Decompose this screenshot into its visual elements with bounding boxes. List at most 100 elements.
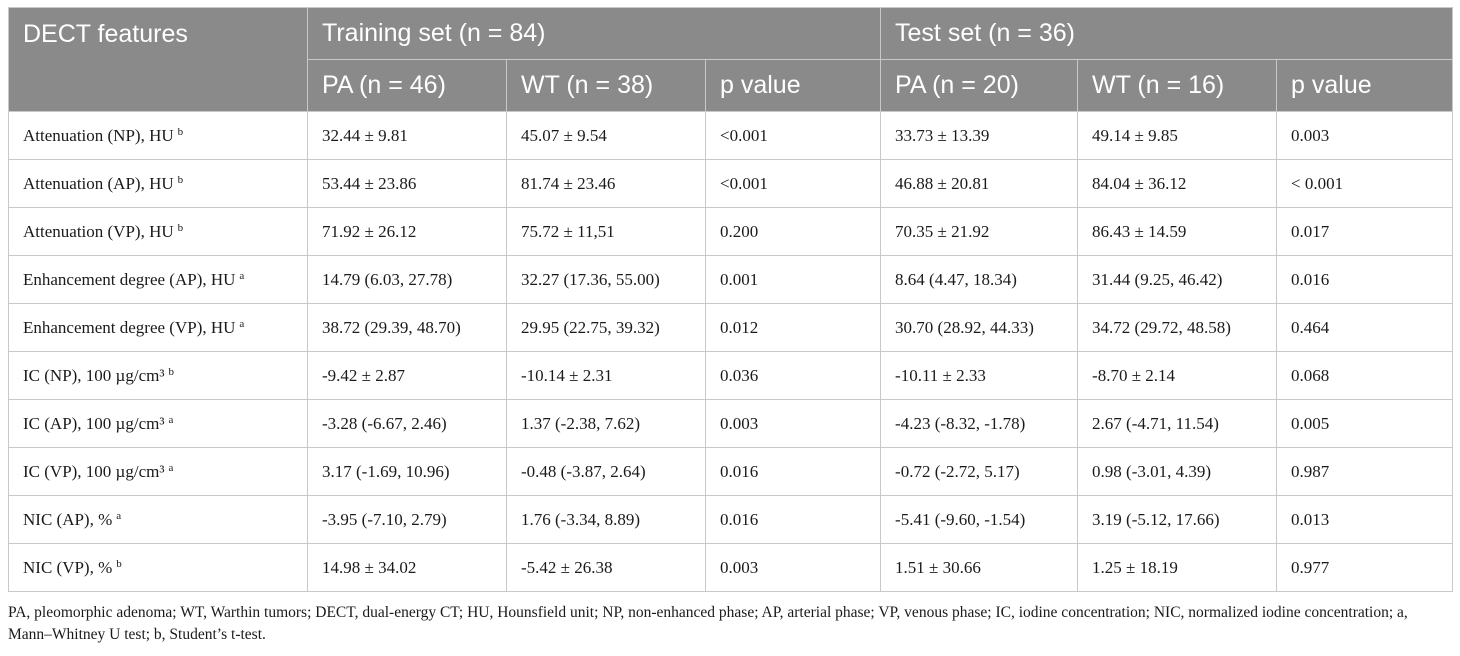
- feature-label: IC (AP), 100 µg/cm³: [23, 413, 165, 433]
- test-type-superscript: b: [177, 173, 184, 186]
- feature-cell: IC (NP), 100 µg/cm³ b: [8, 351, 308, 400]
- value-cell: 86.43 ± 14.59: [1077, 207, 1278, 256]
- test-type-superscript: a: [168, 461, 174, 474]
- value-cell: 0.464: [1276, 303, 1454, 352]
- table-row: Enhancement degree (AP), HU a 14.79 (6.03,…: [8, 255, 1454, 304]
- test-type-superscript: b: [116, 557, 122, 570]
- test-type-superscript: a: [239, 269, 245, 282]
- value-cell: <0.001: [704, 159, 882, 208]
- header-row-groups: DECT features Training set (n = 84) Test…: [8, 7, 1454, 112]
- feature-cell: NIC (AP), % a: [8, 495, 308, 544]
- value-cell: -5.42 ± 26.38: [506, 543, 706, 592]
- value-cell: 75.72 ± 11,51: [506, 207, 706, 256]
- value-cell: 0.200: [704, 207, 882, 256]
- value-cell: 32.27 (17.36, 55.00): [506, 255, 706, 304]
- value-cell: -5.41 (-9.60, -1.54): [880, 495, 1079, 544]
- value-cell: 8.64 (4.47, 18.34): [880, 255, 1079, 304]
- header-test-set: Test set (n = 36): [880, 7, 1454, 60]
- feature-cell: Enhancement degree (VP), HU a: [8, 303, 308, 352]
- value-cell: 0.016: [1276, 255, 1454, 304]
- value-cell: 1.25 ± 18.19: [1077, 543, 1278, 592]
- value-cell: 3.17 (-1.69, 10.96): [307, 447, 507, 496]
- feature-label: NIC (VP), %: [23, 557, 113, 577]
- value-cell: 0.013: [1276, 495, 1454, 544]
- value-cell: 49.14 ± 9.85: [1077, 111, 1278, 160]
- feature-label: NIC (AP), %: [23, 509, 113, 529]
- table-row: Attenuation (AP), HU b 53.44 ± 23.86 81.74 …: [8, 159, 1454, 208]
- table-footnote: PA, pleomorphic adenoma; WT, Warthin tum…: [8, 604, 1408, 643]
- value-cell: -4.23 (-8.32, -1.78): [880, 399, 1079, 448]
- value-cell: -10.14 ± 2.31: [506, 351, 706, 400]
- feature-label: Enhancement degree (VP), HU: [23, 317, 236, 337]
- value-cell: -0.48 (-3.87, 2.64): [506, 447, 706, 496]
- value-cell: 32.44 ± 9.81: [307, 111, 507, 160]
- table-row: NIC (VP), % b 14.98 ± 34.02 -5.42 ± 26.38 0.…: [8, 543, 1454, 592]
- header-row-columns: PA (n = 46) WT (n = 38) p value PA (n = …: [9, 59, 1454, 112]
- feature-cell: Attenuation (AP), HU b: [8, 159, 308, 208]
- header-training-wt: WT (n = 38): [506, 59, 706, 112]
- value-cell: 0.001: [704, 255, 882, 304]
- value-cell: 81.74 ± 23.46: [506, 159, 706, 208]
- feature-label: Enhancement degree (AP), HU: [23, 269, 236, 289]
- value-cell: 29.95 (22.75, 39.32): [506, 303, 706, 352]
- header-features: DECT features: [8, 7, 308, 112]
- feature-label: IC (NP), 100 µg/cm³: [23, 365, 165, 385]
- header-training-pa: PA (n = 46): [307, 59, 507, 112]
- feature-label: Attenuation (AP), HU: [23, 173, 174, 193]
- table-row: IC (AP), 100 µg/cm³ a -3.28 (-6.67, 2.46) 1…: [8, 399, 1454, 448]
- test-type-superscript: a: [168, 413, 174, 426]
- value-cell: 0.005: [1276, 399, 1454, 448]
- value-cell: 53.44 ± 23.86: [307, 159, 507, 208]
- feature-cell: Enhancement degree (AP), HU a: [8, 255, 308, 304]
- header-training-set: Training set (n = 84): [306, 7, 882, 60]
- feature-cell: NIC (VP), % b: [8, 543, 308, 592]
- table-body: Attenuation (NP), HU b 32.44 ± 9.81 45.07 ±…: [8, 111, 1454, 592]
- value-cell: -8.70 ± 2.14: [1077, 351, 1278, 400]
- value-cell: 14.98 ± 34.02: [307, 543, 507, 592]
- value-cell: 0.003: [704, 543, 882, 592]
- table-row: IC (NP), 100 µg/cm³ b -9.42 ± 2.87 -10.14 ±…: [8, 351, 1454, 400]
- dect-features-table: DECT features Training set (n = 84) Test…: [8, 7, 1454, 592]
- value-cell: 0.003: [704, 399, 882, 448]
- table-row: NIC (AP), % a -3.95 (-7.10, 2.79) 1.76 (-3.…: [8, 495, 1454, 544]
- table-header: DECT features Training set (n = 84) Test…: [8, 7, 1454, 112]
- value-cell: -0.72 (-2.72, 5.17): [880, 447, 1079, 496]
- feature-label: Attenuation (NP), HU: [23, 125, 174, 145]
- value-cell: -3.95 (-7.10, 2.79): [307, 495, 507, 544]
- value-cell: -3.28 (-6.67, 2.46): [307, 399, 507, 448]
- value-cell: 0.036: [704, 351, 882, 400]
- header-test-wt: WT (n = 16): [1077, 59, 1278, 112]
- value-cell: 1.37 (-2.38, 7.62): [506, 399, 706, 448]
- value-cell: 0.016: [704, 495, 882, 544]
- value-cell: 38.72 (29.39, 48.70): [307, 303, 507, 352]
- table-row: Enhancement degree (VP), HU a 38.72 (29.39…: [8, 303, 1454, 352]
- test-type-superscript: b: [168, 365, 174, 378]
- header-test-p: p value: [1276, 59, 1454, 112]
- value-cell: 84.04 ± 36.12: [1077, 159, 1278, 208]
- feature-cell: Attenuation (NP), HU b: [8, 111, 308, 160]
- value-cell: 0.012: [704, 303, 882, 352]
- value-cell: 0.016: [704, 447, 882, 496]
- table-row: Attenuation (NP), HU b 32.44 ± 9.81 45.07 ±…: [8, 111, 1454, 160]
- value-cell: 1.51 ± 30.66: [880, 543, 1079, 592]
- value-cell: 31.44 (9.25, 46.42): [1077, 255, 1278, 304]
- value-cell: 0.977: [1276, 543, 1454, 592]
- feature-label: IC (VP), 100 µg/cm³: [23, 461, 165, 481]
- value-cell: -9.42 ± 2.87: [307, 351, 507, 400]
- value-cell: < 0.001: [1276, 159, 1454, 208]
- feature-cell: IC (AP), 100 µg/cm³ a: [8, 399, 308, 448]
- value-cell: 33.73 ± 13.39: [880, 111, 1079, 160]
- value-cell: -10.11 ± 2.33: [880, 351, 1079, 400]
- value-cell: 0.98 (-3.01, 4.39): [1077, 447, 1278, 496]
- value-cell: 71.92 ± 26.12: [307, 207, 507, 256]
- table-row: Attenuation (VP), HU b 71.92 ± 26.12 75.72 …: [8, 207, 1454, 256]
- value-cell: 46.88 ± 20.81: [880, 159, 1079, 208]
- value-cell: 34.72 (29.72, 48.58): [1077, 303, 1278, 352]
- value-cell: 2.67 (-4.71, 11.54): [1077, 399, 1278, 448]
- feature-label: Attenuation (VP), HU: [23, 221, 174, 241]
- feature-cell: IC (VP), 100 µg/cm³ a: [8, 447, 308, 496]
- value-cell: 0.017: [1276, 207, 1454, 256]
- value-cell: 70.35 ± 21.92: [880, 207, 1079, 256]
- value-cell: <0.001: [704, 111, 882, 160]
- test-type-superscript: b: [177, 221, 184, 234]
